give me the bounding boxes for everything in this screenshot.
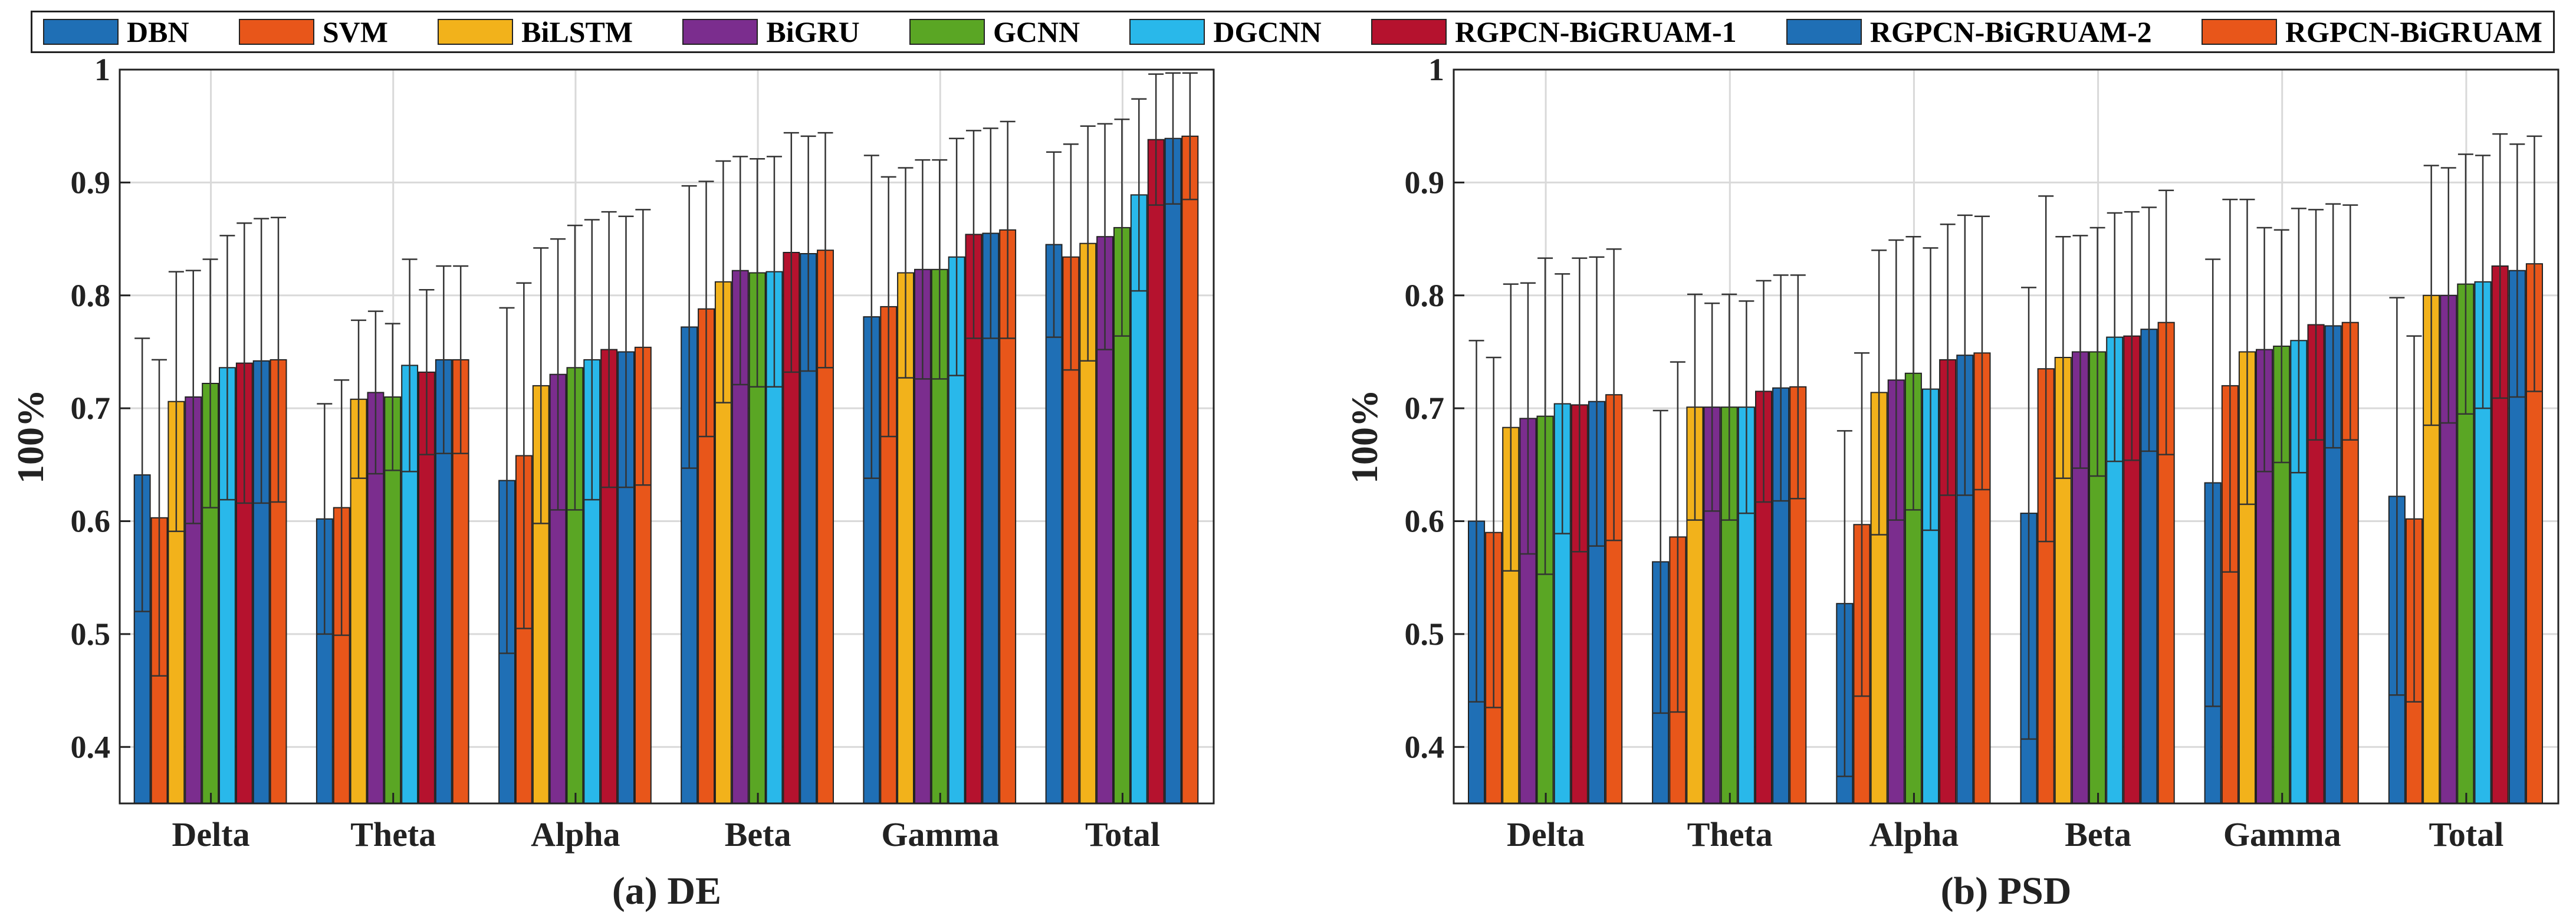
bar: [1181, 135, 1199, 804]
bar: [367, 392, 385, 804]
bar: [1147, 139, 1165, 805]
chart-title: (a) DE: [612, 869, 721, 913]
x-tick-label: Alpha: [1869, 815, 1959, 854]
x-tick-label: Delta: [1507, 815, 1585, 854]
legend-entry: RGPCN-BiGRUAM: [2201, 15, 2542, 49]
legend-swatch: [682, 19, 758, 45]
x-tick-label: Gamma: [881, 815, 999, 854]
plot-area: [1454, 70, 2558, 803]
y-tick-label: 0.4: [1405, 729, 1445, 764]
legend-label: DGCNN: [1213, 15, 1322, 48]
bar: [2054, 357, 2072, 804]
y-tick-label: 0.5: [71, 616, 111, 652]
legend-entry: RGPCN-BiGRUAM-2: [1786, 15, 2152, 49]
x-tick-label: Alpha: [531, 815, 620, 854]
legend-swatch: [43, 19, 119, 45]
legend-label: SVM: [322, 15, 388, 48]
legend-entry: DGCNN: [1129, 15, 1322, 49]
x-tick-label: Beta: [725, 815, 791, 854]
legend-label: DBN: [127, 15, 189, 48]
bar: [1502, 426, 1520, 804]
legend-swatch: [1786, 19, 1862, 45]
chart-panel-2: 0.4 0.5 0.6 0.7 0.8 0.9 1 Delta Theta Alpha Beta Ga…: [1343, 52, 2559, 913]
y-tick-label: 0.5: [1405, 616, 1445, 652]
y-tick-label: 0.8: [1405, 278, 1445, 313]
plot-area: [120, 70, 1214, 803]
legend-swatch: [238, 19, 314, 45]
legend-entry: SVM: [238, 15, 388, 49]
x-tick-label: Delta: [172, 815, 250, 854]
y-tick-label: 1: [1428, 52, 1444, 87]
legend-entry: BiGRU: [682, 15, 860, 49]
legend-swatch: [2201, 19, 2277, 45]
legend-swatch: [909, 19, 985, 45]
legend-label: BiGRU: [766, 15, 860, 48]
legend-label: RGPCN-BiGRUAM-1: [1454, 15, 1737, 48]
y-axis-label: 100%: [1343, 389, 1385, 484]
legend: DBN SVM BiLSTM BiGRU GCNN DGCNN RGPCN-BiGRUAM-…: [31, 11, 2555, 53]
x-tick-label: Theta: [1687, 815, 1773, 854]
plot-frame: [119, 68, 1215, 805]
y-tick-label: 0.8: [71, 278, 111, 313]
legend-entry: RGPCN-BiGRUAM-1: [1371, 15, 1737, 49]
legend-swatch: [1129, 19, 1205, 45]
y-tick-label: 0.4: [71, 729, 111, 764]
legend-entry: BiLSTM: [438, 15, 633, 49]
x-tick-label: Total: [1085, 815, 1160, 854]
y-tick-label: 0.9: [1405, 165, 1445, 200]
y-tick-label: 0.9: [71, 165, 111, 200]
legend-label: RGPCN-BiGRUAM-2: [1869, 15, 2152, 48]
legend-swatch: [1371, 19, 1447, 45]
legend-label: RGPCN-BiGRUAM: [2285, 15, 2542, 48]
bar: [1164, 137, 1182, 805]
plot-frame: [1453, 68, 2559, 805]
legend-swatch: [438, 19, 514, 45]
x-tick-label: Total: [2429, 815, 2504, 854]
chart-panel-1: 0.4 0.5 0.6 0.7 0.8 0.9 1 Delta Theta Alpha Beta Ga…: [9, 52, 1215, 913]
x-tick-label: Beta: [2065, 815, 2131, 854]
y-axis-label: 100%: [9, 389, 51, 484]
legend-label: BiLSTM: [521, 15, 633, 48]
y-tick-label: 0.6: [71, 504, 111, 539]
y-tick-label: 0.6: [1405, 504, 1445, 539]
bar: [2307, 324, 2325, 804]
y-tick-label: 0.7: [1405, 391, 1445, 426]
legend-entry: DBN: [43, 15, 189, 49]
y-tick-label: 0.7: [71, 391, 111, 426]
legend-label: GCNN: [993, 15, 1080, 48]
legend-entry: GCNN: [909, 15, 1080, 49]
x-tick-label: Gamma: [2223, 815, 2341, 854]
chart-title: (b) PSD: [1941, 869, 2072, 913]
y-tick-label: 1: [94, 52, 110, 87]
x-tick-label: Theta: [350, 815, 436, 854]
